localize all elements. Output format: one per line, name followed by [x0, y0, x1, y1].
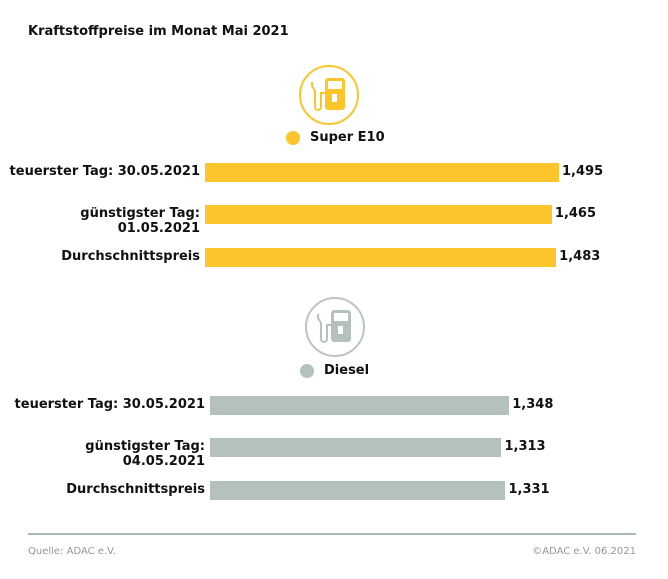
value-label: 1,495	[562, 164, 604, 179]
category-label: teuerster Tag: 30.05.2021	[14, 397, 205, 412]
legend-1: Diesel	[300, 363, 369, 378]
source-note: Quelle: ADAC e.V.	[28, 546, 116, 557]
bar	[205, 205, 552, 224]
bar	[210, 481, 506, 500]
bar	[210, 396, 510, 415]
category-label: günstigster Tag: 01.05.2021	[80, 206, 200, 236]
value-label: 1,331	[508, 482, 550, 497]
legend-label: Super E10	[310, 130, 385, 145]
bar	[210, 438, 502, 457]
chart-title: Kraftstoffpreise im Monat Mai 2021	[28, 24, 289, 39]
copyright-note: ©ADAC e.V. 06.2021	[532, 546, 636, 557]
bar	[205, 163, 560, 182]
fuel-pump-icon	[305, 297, 365, 357]
value-label: 1,348	[512, 397, 554, 412]
legend-label: Diesel	[324, 363, 370, 378]
category-label: Durchschnittspreis	[66, 482, 205, 497]
category-label: Durchschnittspreis	[61, 249, 200, 264]
legend-swatch	[300, 363, 314, 378]
fuel-pump-icon	[299, 65, 359, 125]
value-label: 1,313	[504, 439, 546, 454]
category-label: günstigster Tag: 04.05.2021	[85, 439, 205, 469]
divider	[28, 533, 636, 535]
bar	[205, 248, 557, 267]
value-label: 1,483	[559, 249, 601, 264]
category-label: teuerster Tag: 30.05.2021	[9, 164, 200, 179]
legend-0: Super E10	[286, 130, 385, 145]
value-label: 1,465	[554, 206, 597, 221]
legend-swatch	[286, 130, 300, 145]
